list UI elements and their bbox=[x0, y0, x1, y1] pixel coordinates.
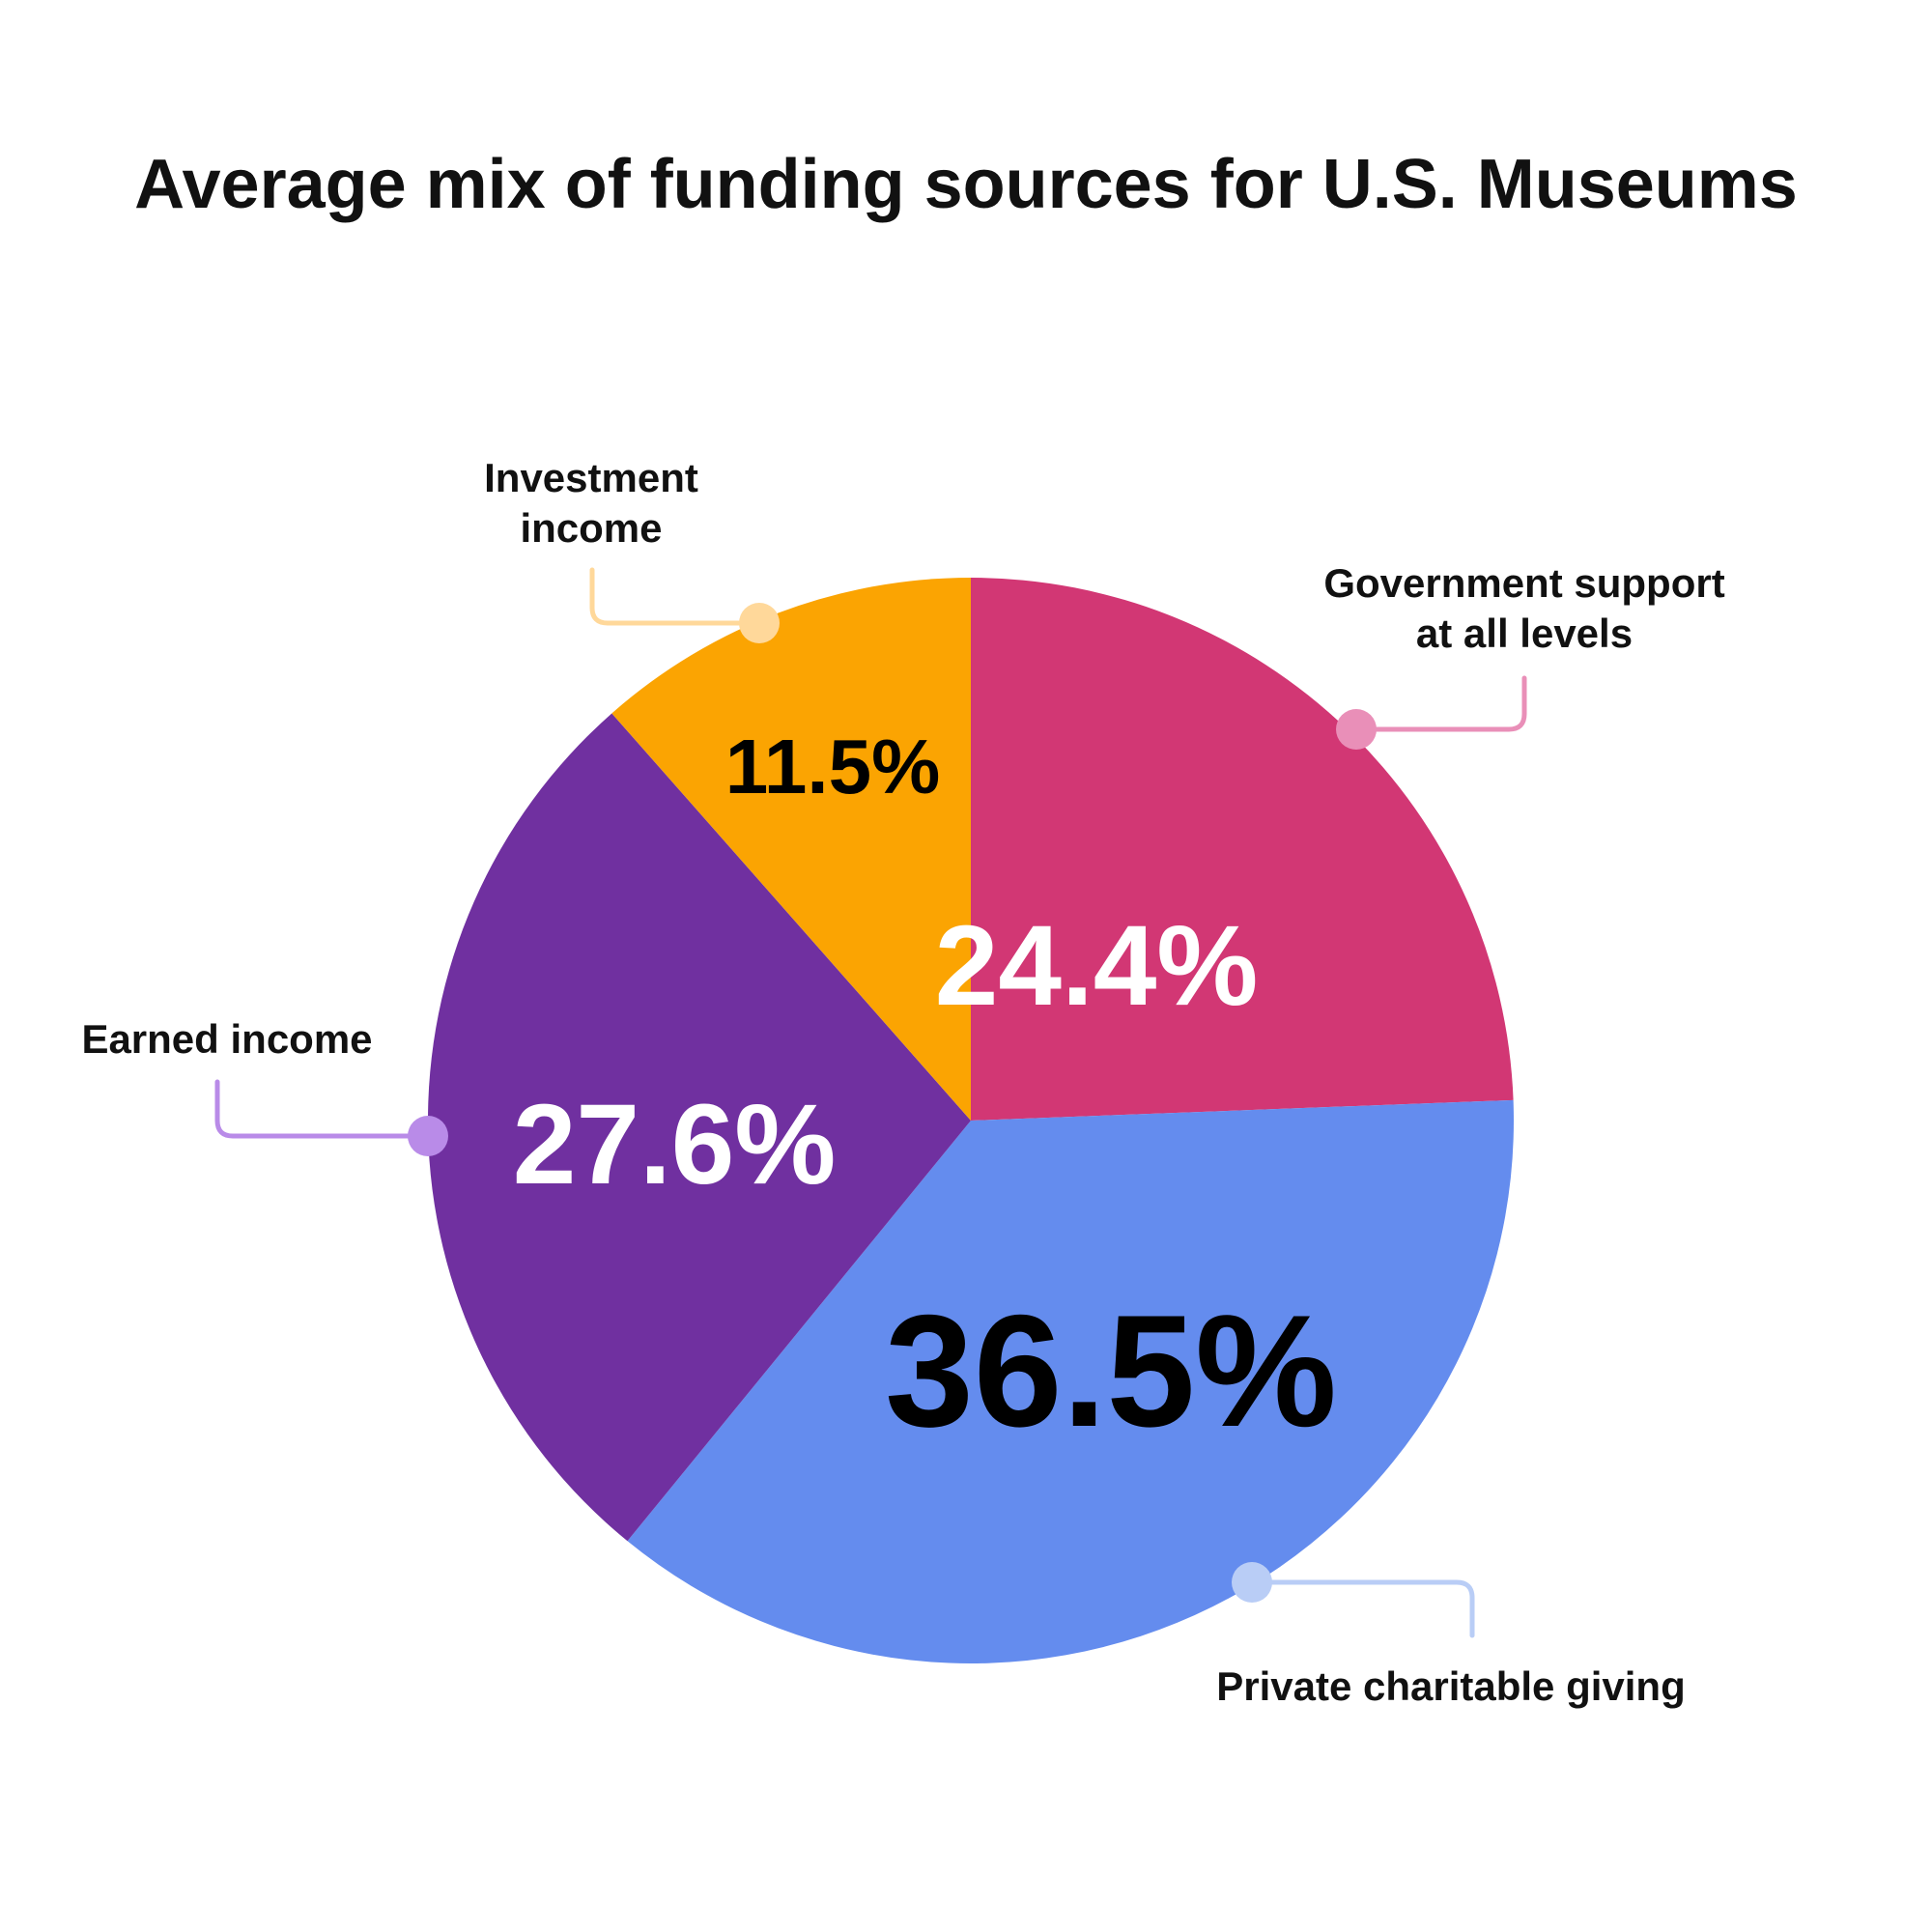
category-label-line: income bbox=[520, 505, 662, 551]
category-label-government-support: Government support at all levels bbox=[1323, 560, 1724, 656]
leader-lines bbox=[214, 567, 1527, 1638]
pie-slice-earned-income bbox=[428, 713, 971, 1542]
category-label-investment-income: Investment income bbox=[484, 455, 698, 551]
category-label-line: at all levels bbox=[1416, 611, 1633, 656]
leader-dot-earned-income bbox=[408, 1116, 448, 1156]
leader-dot-government-support bbox=[1336, 709, 1377, 750]
pie-slice-private-charitable-giving bbox=[627, 1099, 1514, 1663]
pie-slice-investment-income bbox=[611, 578, 971, 1121]
category-labels: Government support at all levels Private c… bbox=[81, 455, 1724, 1709]
leader-dot-investment-income bbox=[739, 603, 780, 643]
pie-slice-government-support bbox=[971, 578, 1514, 1121]
percentage-label-earned-income: 27.6% bbox=[513, 1081, 837, 1208]
category-label-line: Private charitable giving bbox=[1216, 1663, 1686, 1709]
leader-dot-private-charitable-giving bbox=[1232, 1562, 1272, 1603]
leader-line-earned-income bbox=[214, 1079, 431, 1139]
category-label-earned-income: Earned income bbox=[81, 1016, 372, 1062]
percentage-label-private-charitable-giving: 36.5% bbox=[885, 1282, 1337, 1460]
category-label-line: Earned income bbox=[81, 1016, 372, 1062]
pie-slices bbox=[428, 578, 1514, 1663]
percentage-label-government-support: 24.4% bbox=[935, 902, 1259, 1030]
category-label-private-charitable-giving: Private charitable giving bbox=[1216, 1663, 1686, 1709]
leader-line-government-support bbox=[1353, 675, 1527, 732]
chart-title: Average mix of funding sources for U.S. … bbox=[134, 146, 1798, 223]
leader-line-private-charitable-giving bbox=[1249, 1579, 1475, 1638]
category-label-line: Investment bbox=[484, 455, 698, 500]
leader-line-investment-income bbox=[589, 567, 762, 626]
percentage-labels: 24.4% 36.5% 27.6% 11.5% bbox=[513, 724, 1337, 1460]
category-label-line: Government support bbox=[1323, 560, 1724, 606]
percentage-label-investment-income: 11.5% bbox=[725, 724, 940, 810]
